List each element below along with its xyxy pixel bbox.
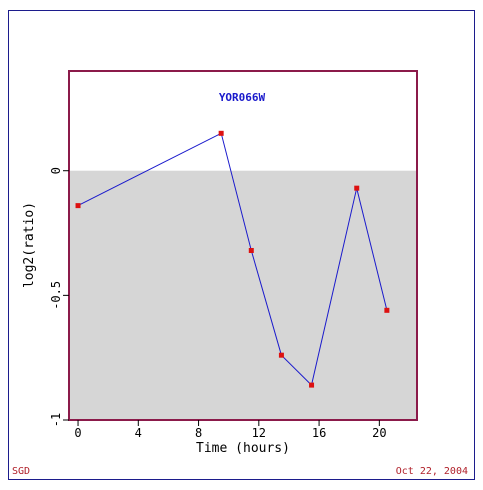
data-point bbox=[278, 352, 284, 358]
series-markers bbox=[75, 130, 390, 388]
negative-region-shade bbox=[69, 170, 417, 420]
x-tick-label: 12 bbox=[252, 426, 266, 440]
chart-title: YOR066W bbox=[219, 91, 266, 104]
y-axis-ticks: 0 -0.5 -1 bbox=[49, 167, 69, 427]
data-point bbox=[248, 247, 254, 253]
data-point bbox=[218, 130, 224, 136]
y-axis-label: log2(ratio) bbox=[22, 202, 37, 288]
y-tick-label: -1 bbox=[49, 413, 63, 427]
x-tick-label: 16 bbox=[312, 426, 326, 440]
x-tick-label: 20 bbox=[372, 426, 386, 440]
x-tick-label: 0 bbox=[74, 426, 81, 440]
y-tick-label: 0 bbox=[49, 167, 63, 174]
footer-date: Oct 22, 2004 bbox=[395, 466, 468, 477]
x-tick-label: 4 bbox=[135, 426, 142, 440]
data-point bbox=[75, 203, 81, 209]
y-tick-label: -0.5 bbox=[49, 281, 63, 310]
data-point bbox=[384, 307, 390, 313]
x-axis-label: Time (hours) bbox=[196, 441, 290, 456]
x-axis-ticks: 0 4 8 12 16 20 bbox=[74, 420, 387, 440]
plot-frame bbox=[68, 70, 418, 421]
figure-frame bbox=[8, 10, 475, 480]
x-tick-label: 8 bbox=[195, 426, 202, 440]
footer-source: SGD bbox=[12, 466, 31, 477]
data-point bbox=[309, 382, 315, 388]
data-point bbox=[354, 185, 360, 191]
